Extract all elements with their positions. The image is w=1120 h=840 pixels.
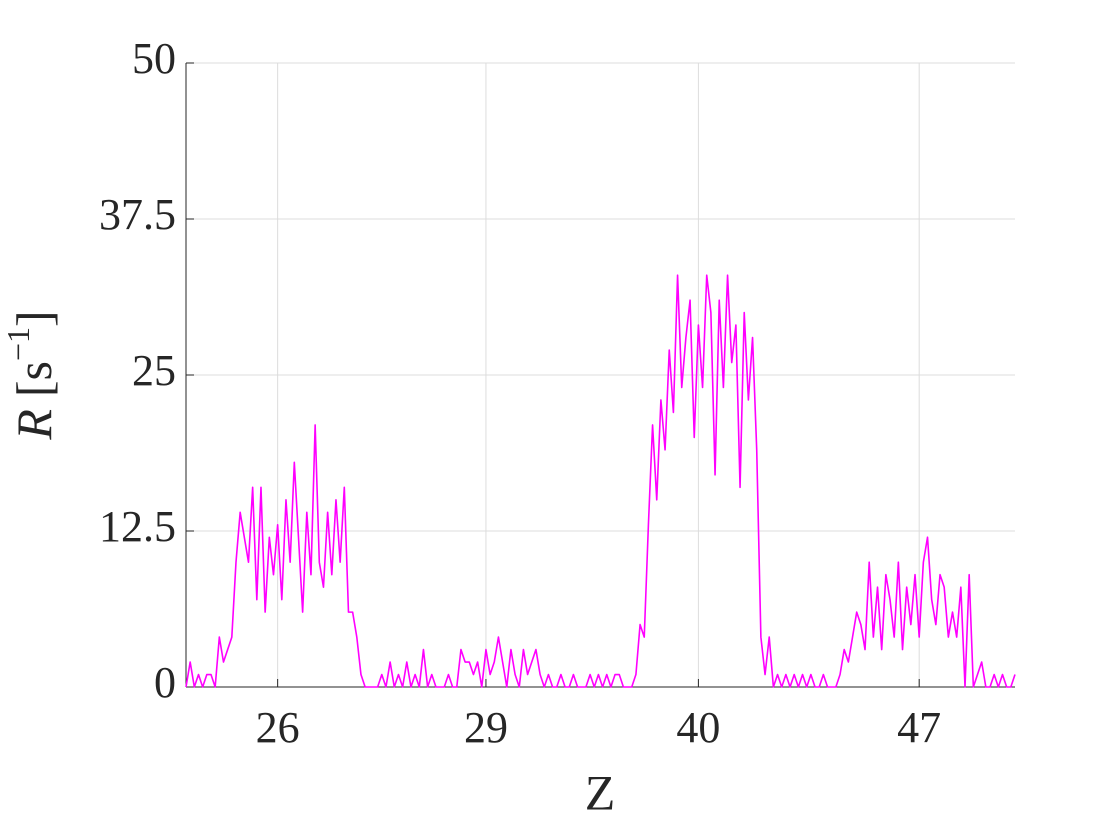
x-tick-label: 40 xyxy=(676,703,720,752)
y-tick-label: 50 xyxy=(132,34,176,83)
y-axis-label: R [s−1] xyxy=(0,310,62,440)
grid xyxy=(186,62,1015,688)
x-tick-label: 29 xyxy=(464,703,508,752)
y-label-exponent: −1 xyxy=(0,327,36,361)
y-tick-label: 37.5 xyxy=(99,190,176,239)
y-label-unit: [s xyxy=(6,361,62,397)
y-tick-label: 0 xyxy=(154,658,176,707)
x-axis-label: Z xyxy=(585,764,616,820)
x-tick-label: 26 xyxy=(256,703,300,752)
y-label-symbol: R xyxy=(6,409,62,441)
y-tick-label: 12.5 xyxy=(99,502,176,551)
y-tick-label: 25 xyxy=(132,346,176,395)
y-label-close: ] xyxy=(6,310,62,327)
data-line xyxy=(185,274,1016,688)
x-tick-label: 47 xyxy=(897,703,941,752)
